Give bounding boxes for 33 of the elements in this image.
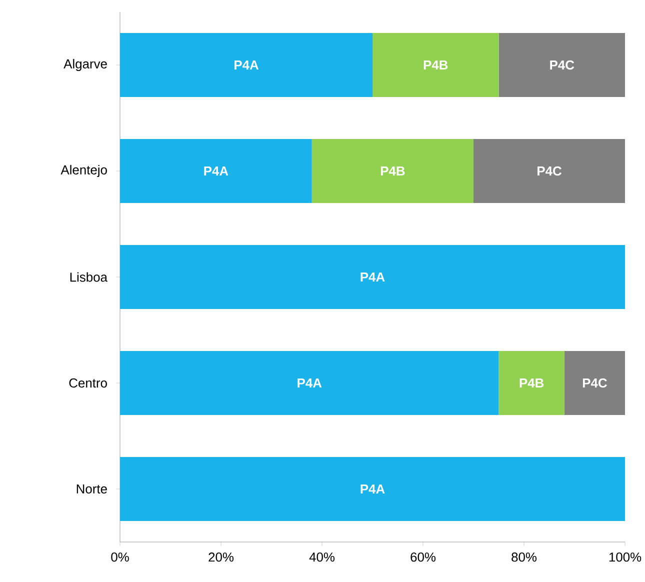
bar (372, 32, 499, 97)
bar (120, 32, 373, 97)
bar (312, 138, 474, 203)
y-tick-label: Alentejo (60, 164, 107, 178)
text: P4C (538, 166, 562, 176)
text: P4A (360, 272, 385, 282)
text: P4A (360, 484, 385, 494)
y-tick-label: Lisboa (70, 272, 108, 282)
x-tick-label: 0% (111, 552, 129, 562)
x-tick-label: 20% (208, 552, 234, 562)
bar (120, 138, 312, 203)
y-tick-label: Norte (76, 484, 107, 494)
y-tick-label: Centro (69, 378, 107, 388)
bar (498, 32, 626, 97)
text: P4B (424, 60, 448, 70)
bar (564, 350, 626, 415)
series-label: P4B (520, 378, 544, 388)
bar (498, 350, 564, 415)
x-tick-label: 40% (309, 552, 335, 562)
text: P4C (550, 60, 574, 70)
bar (120, 350, 499, 415)
text: P4A (298, 378, 322, 388)
x-tick-label: 60% (410, 552, 436, 562)
text: P4A (234, 60, 259, 70)
bar (120, 456, 626, 521)
bar (474, 138, 626, 203)
x-tick-label: 100% (609, 552, 642, 562)
x-tick-label: 80% (512, 552, 537, 562)
bar (120, 244, 626, 309)
y-tick-label: Algarve (64, 58, 107, 72)
series-label: P4A (204, 166, 228, 176)
text: P4B (380, 166, 405, 176)
series-label: P4C (582, 378, 607, 388)
